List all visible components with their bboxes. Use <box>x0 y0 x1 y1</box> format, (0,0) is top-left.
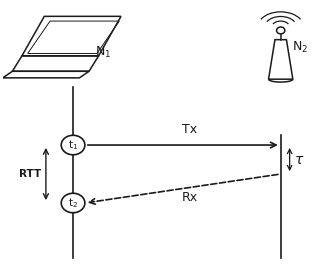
Text: Rx: Rx <box>182 191 198 204</box>
Circle shape <box>61 135 85 155</box>
Text: t$_2$: t$_2$ <box>68 196 78 210</box>
Text: N$_1$: N$_1$ <box>96 45 111 60</box>
Text: RTT: RTT <box>19 169 41 179</box>
Circle shape <box>61 193 85 213</box>
Text: Tx: Tx <box>182 123 197 136</box>
Text: t$_1$: t$_1$ <box>68 138 78 152</box>
Text: N$_2$: N$_2$ <box>292 40 308 55</box>
Text: τ: τ <box>295 153 304 167</box>
Circle shape <box>277 27 285 34</box>
